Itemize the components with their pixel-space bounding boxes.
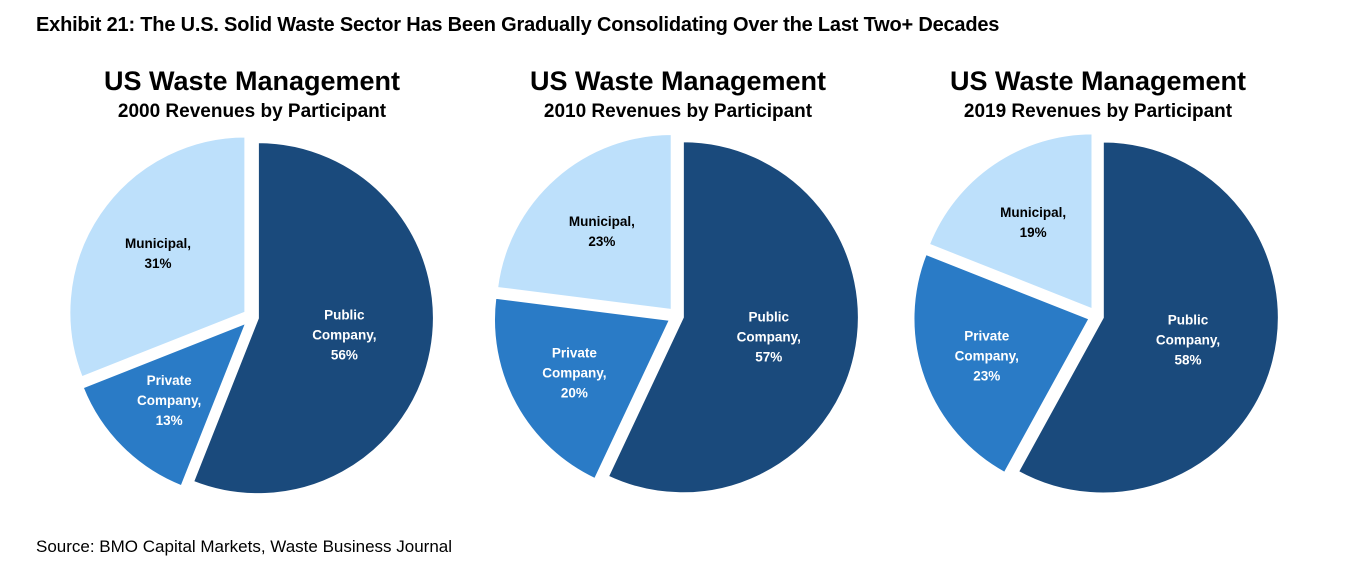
slice-label-private: Company, <box>542 365 606 380</box>
slice-label-public: Company, <box>1156 332 1220 347</box>
pie-2019: Public Company, 58% Private Company, 23% Munic… <box>913 133 1278 493</box>
pie-charts: Public Company, 56% Private Company, 13% Munic… <box>0 0 1371 583</box>
slice-label-private: Company, <box>955 349 1019 364</box>
slice-label-private: Private <box>147 373 193 388</box>
slice-label-private: Private <box>964 329 1010 344</box>
slice-label-municipal: 23% <box>588 234 615 249</box>
slice-label-municipal: 19% <box>1020 225 1047 240</box>
slice-label-public: Public <box>1168 312 1209 327</box>
slice-label-municipal: Municipal, <box>569 214 635 229</box>
slice-label-public: 57% <box>755 350 782 365</box>
slice-label-public: Public <box>748 310 789 325</box>
slice-label-public: Public <box>324 308 365 323</box>
slice-label-municipal: Municipal, <box>125 236 191 251</box>
slice-label-private: Company, <box>137 393 201 408</box>
slice-label-public: Company, <box>737 330 801 345</box>
slice-label-private: Private <box>552 345 598 360</box>
slice-label-private: 13% <box>156 413 183 428</box>
slice-label-private: 20% <box>561 385 588 400</box>
pie-2000: Public Company, 56% Private Company, 13% Munic… <box>69 137 434 495</box>
slice-label-municipal: Municipal, <box>1000 205 1066 220</box>
source-note: Source: BMO Capital Markets, Waste Busin… <box>36 537 452 557</box>
slice-label-municipal: 31% <box>145 256 172 271</box>
pie-2010: Public Company, 57% Private Company, 20% Munic… <box>494 134 859 493</box>
slice-label-public: 56% <box>331 348 358 363</box>
slice-label-public: Company, <box>312 328 376 343</box>
slice-label-private: 23% <box>973 369 1000 384</box>
slice-label-public: 58% <box>1175 352 1202 367</box>
